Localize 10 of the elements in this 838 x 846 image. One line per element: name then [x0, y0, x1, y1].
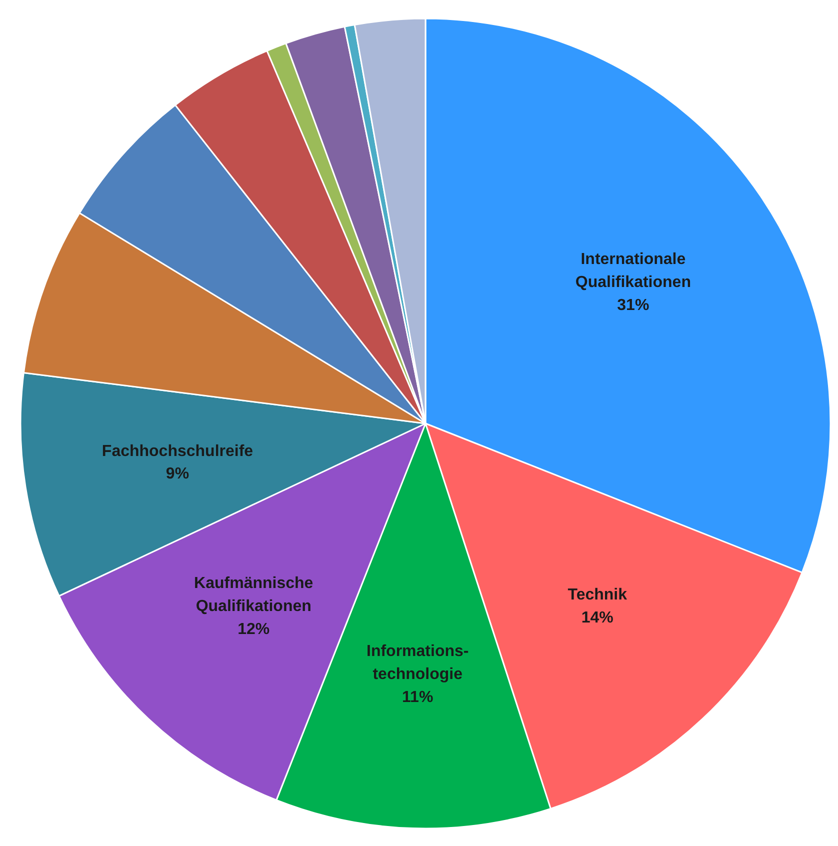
- slice-label: Technik: [568, 586, 628, 604]
- slice-label: Kaufmännische Qualifikationen: [194, 575, 314, 616]
- data-label: 12%: [238, 620, 270, 638]
- slice-label: Fachhochschulreife: [102, 442, 254, 460]
- slice-label: Informations- technologie: [366, 643, 469, 683]
- data-label: 11%: [402, 688, 434, 706]
- data-label: 14%: [581, 610, 614, 627]
- data-label: 9%: [166, 466, 190, 483]
- slice-label: Internationale Qualifikationen: [575, 250, 691, 291]
- data-label: 31%: [617, 296, 650, 314]
